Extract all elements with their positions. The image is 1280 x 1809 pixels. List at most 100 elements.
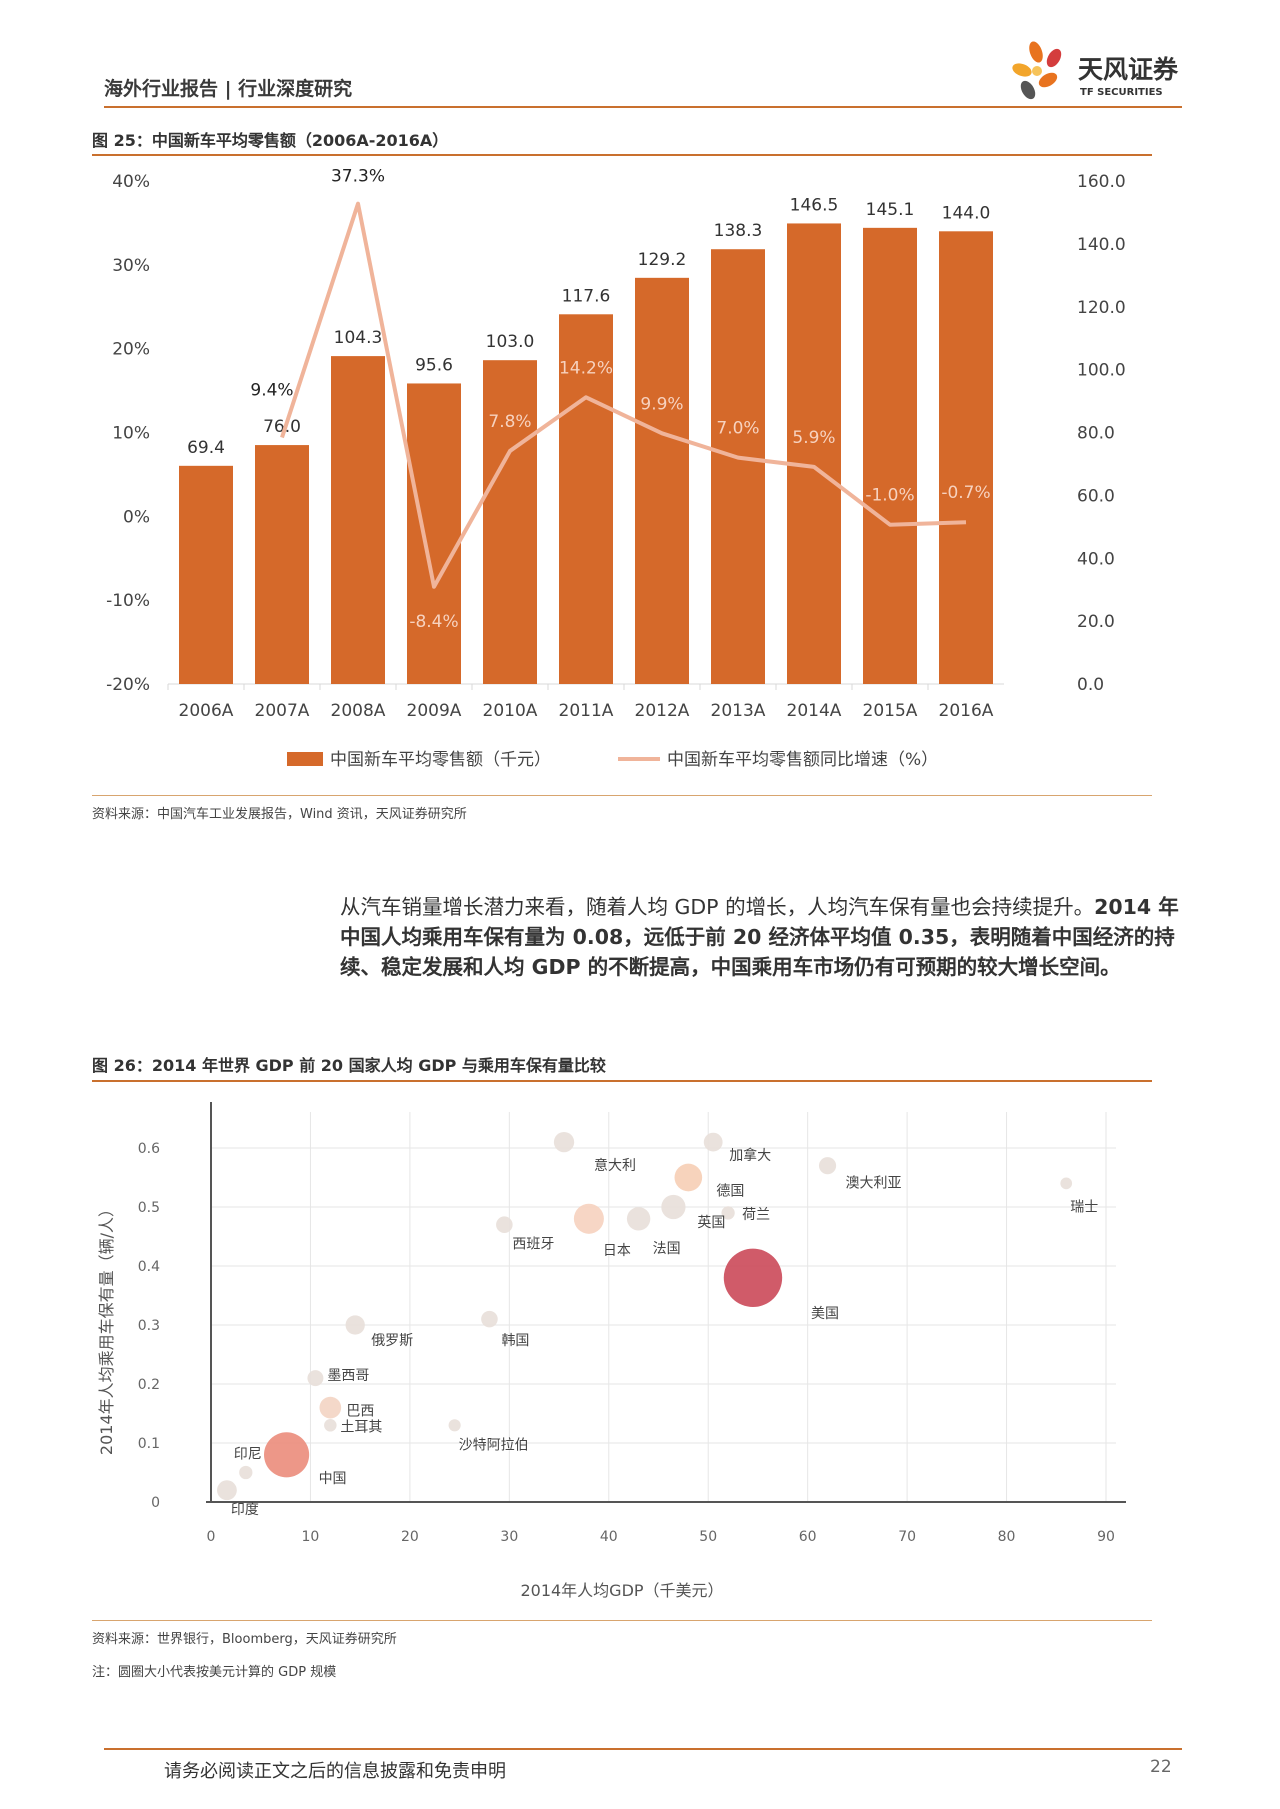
body-text-bold: 2014 年中国人均乘用车保有量为 0.08，远低于前 20 经济体平均值 0.…: [340, 895, 1179, 979]
bubble-label: 德国: [716, 1184, 744, 1200]
footer-divider: [104, 1748, 1182, 1750]
bar-value-label: 117.6: [562, 286, 611, 306]
legend-line-label: 中国新车平均零售额同比增速（%）: [667, 750, 938, 770]
bar-2014A: [787, 223, 841, 685]
left-axis-tick-label: 30%: [112, 256, 150, 276]
x-axis-tick-label: 2007A: [255, 701, 310, 721]
flower-petals-icon: [1012, 41, 1062, 100]
growth-rate-label: -1.0%: [865, 486, 914, 506]
bubble-label: 瑞士: [1070, 1199, 1098, 1215]
x-axis-tick-label: 2010A: [483, 701, 538, 721]
x-axis-tick-label: 2006A: [179, 701, 234, 721]
bubble-label: 西班牙: [512, 1237, 554, 1253]
tf-securities-logo: 天风证券 TF SECURITIES: [1012, 41, 1179, 100]
bubble-英国: [661, 1194, 686, 1220]
bubble-土耳其: [324, 1419, 337, 1432]
bubble-加拿大: [703, 1132, 723, 1152]
bubble-label: 韩国: [501, 1333, 529, 1349]
bubble-墨西哥: [307, 1370, 324, 1387]
bubble-label: 澳大利亚: [846, 1176, 902, 1192]
y-axis-title: 2014年人均乘用车保有量（辆/人）: [97, 1201, 116, 1455]
x-axis-tick-label: 50: [699, 1529, 717, 1545]
bubble-意大利: [553, 1131, 575, 1153]
y-axis-tick-label: 0.5: [138, 1200, 160, 1216]
legend-bar-swatch: [287, 752, 323, 766]
left-axis-tick-label: 0%: [123, 507, 150, 527]
x-axis-tick-label: 80: [998, 1529, 1016, 1545]
x-axis-tick-label: 40: [600, 1529, 618, 1545]
left-axis-tick-label: -20%: [106, 675, 150, 695]
growth-rate-label: -0.7%: [941, 483, 990, 503]
bar-2010A: [483, 360, 537, 684]
x-axis-tick-label: 2013A: [711, 701, 766, 721]
x-axis-tick-label: 0: [207, 1529, 216, 1545]
page-number: 22: [1150, 1757, 1172, 1777]
y-axis-tick-label: 0.2: [138, 1377, 160, 1393]
left-axis-tick-label: 10%: [112, 424, 150, 444]
growth-rate-label: 14.2%: [559, 358, 613, 378]
bar-value-label: 144.0: [942, 203, 991, 223]
bubble-label: 巴西: [346, 1404, 374, 1420]
bubble-label: 英国: [697, 1214, 725, 1231]
growth-rate-line: [280, 201, 967, 589]
right-axis-tick-label: 100.0: [1077, 361, 1126, 381]
bar-2015A: [863, 227, 917, 685]
y-axis-tick-label: 0: [151, 1495, 160, 1511]
y-axis-tick-label: 0.6: [138, 1141, 160, 1157]
bubble-德国: [674, 1163, 703, 1192]
logo-text-cn: 天风证券: [1078, 55, 1179, 84]
bar-2013A: [711, 249, 765, 685]
x-axis-tick-label: 60: [799, 1529, 817, 1545]
x-axis-title: 2014年人均GDP（千美元）: [520, 1581, 723, 1600]
bubble-label: 墨西哥: [327, 1368, 369, 1384]
bubble-label: 荷兰: [742, 1207, 770, 1223]
right-axis-tick-label: 140.0: [1077, 235, 1126, 255]
bar-2012A: [635, 277, 689, 684]
x-axis-tick-label: 10: [302, 1529, 320, 1545]
body-paragraph: 从汽车销量增长潜力来看，随着人均 GDP 的增长，人均汽车保有量也会持续提升。2…: [340, 892, 1180, 982]
bar-value-label: 145.1: [866, 200, 915, 220]
x-axis-tick-label: 90: [1097, 1529, 1115, 1545]
bubble-澳大利亚: [818, 1157, 837, 1175]
x-axis-tick-label: 2009A: [407, 701, 462, 721]
bubble-美国: [723, 1248, 783, 1307]
x-axis-tick-label: 2008A: [331, 701, 386, 721]
figure26-chart: 0 10 20 30 40 50 60 70 80 90 0 0.1 0.2 0.3 0.4 0.5 0.6 20…: [97, 1102, 1126, 1600]
bubble-label: 意大利: [594, 1157, 636, 1174]
bar-2016A: [939, 231, 993, 685]
bar-2006A: [179, 465, 233, 684]
growth-rate-label: 7.8%: [488, 412, 531, 432]
bubble-法国: [626, 1207, 651, 1231]
figure25-chart: 40% 30% 20% 10% 0% -10% -20% 160.0 140.0 120.0 100…: [106, 167, 1126, 770]
figure25-title-rule: [92, 154, 1152, 156]
figure26-title: 图 26：2014 年世界 GDP 前 20 国家人均 GDP 与乘用车保有量比…: [92, 1056, 606, 1075]
figure26-title-rule: [92, 1080, 1152, 1082]
bar-2007A: [255, 445, 309, 684]
right-axis-tick-label: 60.0: [1077, 486, 1115, 506]
x-axis-tick-label: 2016A: [939, 701, 994, 721]
bar-value-label: 69.4: [187, 438, 225, 458]
bubble-韩国: [481, 1310, 498, 1328]
bubble-label: 俄罗斯: [371, 1333, 413, 1349]
bar-value-label: 103.0: [486, 332, 535, 352]
growth-rate-label: 37.3%: [331, 167, 385, 187]
bar-value-label: 76.0: [263, 417, 301, 437]
growth-rate-label: 7.0%: [716, 419, 759, 439]
x-axis-tick-label: 2012A: [635, 701, 690, 721]
bubble-label: 印度: [231, 1502, 259, 1518]
right-axis-tick-label: 20.0: [1077, 612, 1115, 632]
bubble-label: 加拿大: [729, 1147, 771, 1164]
bubble-label: 法国: [653, 1241, 681, 1257]
bar-value-label: 95.6: [415, 355, 453, 375]
y-axis-tick-label: 0.3: [138, 1318, 160, 1334]
bubble-中国: [264, 1432, 310, 1478]
y-axis-tick-label: 0.1: [138, 1436, 160, 1452]
body-text-normal: 从汽车销量增长潜力来看，随着人均 GDP 的增长，人均汽车保有量也会持续提升。: [340, 895, 1095, 919]
x-axis-tick-label: 2014A: [787, 701, 842, 721]
bubble-沙特阿拉伯: [448, 1419, 461, 1432]
figure26-source: 资料来源：世界银行，Bloomberg，天风证券研究所: [92, 1632, 397, 1647]
bubble-label: 印尼: [234, 1447, 262, 1463]
footer-disclaimer: 请务必阅读正文之后的信息披露和免责申明: [164, 1761, 506, 1782]
bubble-日本: [573, 1203, 604, 1234]
right-axis-tick-label: 40.0: [1077, 549, 1115, 569]
